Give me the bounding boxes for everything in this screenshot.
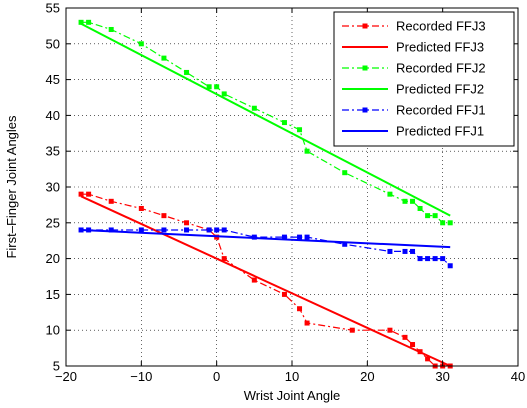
legend-marker (362, 65, 368, 71)
y-tick-label: 25 (46, 215, 60, 230)
x-axis-label: Wrist Joint Angle (244, 388, 341, 403)
recorded-ffj1-point (221, 227, 227, 233)
recorded-ffj3-point (86, 191, 92, 197)
recorded-ffj2-point (410, 198, 416, 204)
recorded-ffj3-point (184, 220, 190, 226)
recorded-ffj3-point (221, 256, 227, 262)
y-tick-label: 45 (46, 72, 60, 87)
recorded-ffj3-point (161, 213, 167, 219)
recorded-ffj1-point (138, 227, 144, 233)
y-tick-label: 10 (46, 323, 60, 338)
recorded-ffj1-point (402, 248, 408, 254)
y-axis-label: First–Finger Joint Angles (4, 115, 19, 259)
recorded-ffj1-point (417, 256, 423, 262)
recorded-ffj1-point (206, 227, 212, 233)
recorded-ffj1-point (440, 256, 446, 262)
recorded-ffj3-point (281, 291, 287, 297)
recorded-ffj2-point (251, 105, 257, 111)
recorded-ffj1-point (297, 234, 303, 240)
legend-label: Recorded FFJ1 (396, 103, 486, 118)
recorded-ffj1-point (108, 227, 114, 233)
recorded-ffj2-point (342, 170, 348, 176)
recorded-ffj3-point (425, 356, 431, 362)
x-tick-label: 10 (285, 369, 299, 384)
legend-marker (362, 107, 368, 113)
recorded-ffj2-point (425, 213, 431, 219)
recorded-ffj2-point (304, 148, 310, 154)
y-tick-label: 55 (46, 1, 60, 16)
recorded-ffj2-point (440, 220, 446, 226)
recorded-ffj1-point (447, 263, 453, 269)
recorded-ffj1-point (425, 256, 431, 262)
recorded-ffj3-point (402, 334, 408, 340)
recorded-ffj1-point (410, 248, 416, 254)
x-tick-label: 40 (511, 369, 525, 384)
recorded-ffj2-point (184, 69, 190, 75)
predicted-ffj2-line (80, 22, 451, 217)
recorded-ffj2-point (78, 19, 84, 25)
recorded-ffj3-point (251, 277, 257, 283)
recorded-ffj2-point (86, 19, 92, 25)
recorded-ffj2-point (402, 198, 408, 204)
recorded-ffj3-point (78, 191, 84, 197)
recorded-ffj2-line (81, 21, 451, 224)
recorded-ffj1-point (214, 227, 220, 233)
predicted-ffj3-line (80, 195, 451, 367)
legend-marker (362, 23, 368, 29)
legend-label: Predicted FFJ1 (396, 124, 484, 139)
x-tick-label: −20 (55, 369, 77, 384)
recorded-ffj1-point (432, 256, 438, 262)
x-tick-label: 30 (435, 369, 449, 384)
recorded-ffj3-point (304, 320, 310, 326)
recorded-ffj2-point (447, 220, 453, 226)
legend-label: Recorded FFJ2 (396, 61, 486, 76)
y-tick-label: 15 (46, 287, 60, 302)
x-tick-label: 0 (213, 369, 220, 384)
legend-label: Recorded FFJ3 (396, 19, 486, 34)
recorded-ffj2-point (432, 213, 438, 219)
recorded-ffj2-point (108, 26, 114, 32)
legend-label: Predicted FFJ2 (396, 82, 484, 97)
recorded-ffj1-point (281, 234, 287, 240)
recorded-ffj1-point (184, 227, 190, 233)
recorded-ffj3-point (297, 306, 303, 312)
recorded-ffj3-point (387, 327, 393, 333)
y-tick-label: 5 (53, 359, 60, 374)
legend: Recorded FFJ3 Predicted FFJ3 Recorded FFJ2… (333, 11, 515, 147)
predicted-ffj1-line (81, 229, 451, 249)
recorded-ffj3-point (108, 198, 114, 204)
recorded-ffj2-point (206, 84, 212, 90)
legend-box (333, 11, 515, 147)
recorded-ffj3-point (349, 327, 355, 333)
recorded-ffj3-point (138, 205, 144, 211)
y-tick-label: 30 (46, 180, 60, 195)
x-tick-label: −10 (130, 369, 152, 384)
recorded-ffj1-point (161, 227, 167, 233)
legend-label: Predicted FFJ3 (396, 40, 484, 55)
y-tick-label: 35 (46, 144, 60, 159)
y-tick-label: 20 (46, 251, 60, 266)
recorded-ffj1-point (342, 241, 348, 247)
recorded-ffj1-point (78, 227, 84, 233)
recorded-ffj2-point (138, 41, 144, 47)
ticks: −20 −10 0 10 20 30 40 5 10 15 20 25 30 35 40 45 50 55 (46, 1, 526, 385)
recorded-ffj2-point (297, 127, 303, 133)
y-tick-label: 50 (46, 36, 60, 51)
recorded-ffj1-point (304, 234, 310, 240)
recorded-ffj2-point (161, 55, 167, 61)
recorded-ffj2-point (387, 191, 393, 197)
recorded-ffj2-point (281, 120, 287, 126)
recorded-ffj2-point (214, 84, 220, 90)
y-tick-label: 40 (46, 108, 60, 123)
recorded-ffj2-point (221, 91, 227, 97)
x-tick-label: 20 (360, 369, 374, 384)
recorded-ffj1-line (81, 229, 451, 267)
recorded-ffj2-point (417, 205, 423, 211)
recorded-ffj1-point (387, 248, 393, 254)
recorded-ffj3-point (410, 342, 416, 348)
